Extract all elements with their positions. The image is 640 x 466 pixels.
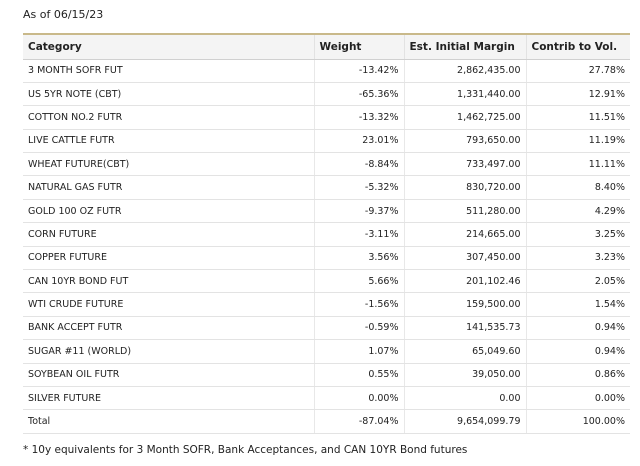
contrib-to-vol-cell: 11.51% [526,105,630,130]
initial-margin-cell: 9,654,099.79 [404,409,527,434]
footnote: * 10y equivalents for 3 Month SOFR, Bank… [23,444,468,456]
table-row: SUGAR #11 (WORLD) 1.07% 65,049.60 0.94% [23,339,630,364]
contrib-to-vol-cell: 4.29% [526,199,630,224]
weight-cell: -13.42% [314,59,405,83]
initial-margin-cell: 830,720.00 [404,175,527,200]
weight-cell: 0.00% [314,386,405,411]
category-cell: Total [23,409,315,434]
header-weight: Weight [314,33,405,60]
table-row: GOLD 100 OZ FUTR -9.37% 511,280.00 4.29% [23,199,630,224]
table-row: NATURAL GAS FUTR -5.32% 830,720.00 8.40% [23,175,630,200]
table-row: WHEAT FUTURE(CBT) -8.84% 733,497.00 11.11% [23,152,630,177]
contrib-to-vol-cell: 27.78% [526,59,630,83]
contrib-to-vol-cell: 11.11% [526,152,630,177]
table-row: COTTON NO.2 FUTR -13.32% 1,462,725.00 11.51… [23,105,630,130]
header-contrib-to-vol: Contrib to Vol. [526,33,630,60]
category-cell: SOYBEAN OIL FUTR [23,363,315,387]
category-cell: COTTON NO.2 FUTR [23,105,315,130]
initial-margin-cell: 141,535.73 [404,316,527,341]
weight-cell: 23.01% [314,129,405,154]
total-row: Total -87.04% 9,654,099.79 100.00% [23,409,630,434]
table-row: CORN FUTURE -3.11% 214,665.00 3.25% [23,222,630,247]
weight-cell: -5.32% [314,175,405,200]
contrib-to-vol-cell: 0.86% [526,363,630,387]
table-header: Category Weight Est. Initial Margin Cont… [23,33,630,60]
category-cell: CORN FUTURE [23,222,315,247]
table-row: WTI CRUDE FUTURE -1.56% 159,500.00 1.54% [23,292,630,317]
weight-cell: -9.37% [314,199,405,224]
category-cell: WHEAT FUTURE(CBT) [23,152,315,177]
contrib-to-vol-cell: 0.94% [526,316,630,341]
category-cell: US 5YR NOTE (CBT) [23,82,315,107]
category-cell: SUGAR #11 (WORLD) [23,339,315,364]
holdings-table: Category Weight Est. Initial Margin Cont… [23,33,630,434]
table-body: 3 MONTH SOFR FUT -13.42% 2,862,435.00 27.78… [23,59,630,434]
header-initial-margin: Est. Initial Margin [404,33,527,60]
initial-margin-cell: 2,862,435.00 [404,59,527,83]
contrib-to-vol-cell: 1.54% [526,292,630,317]
as-of-date: As of 06/15/23 [23,8,104,21]
header-row: Category Weight Est. Initial Margin Cont… [23,33,630,60]
weight-cell: -87.04% [314,409,405,434]
weight-cell: -13.32% [314,105,405,130]
initial-margin-cell: 0.00 [404,386,527,411]
category-cell: NATURAL GAS FUTR [23,175,315,200]
weight-cell: 1.07% [314,339,405,364]
contrib-to-vol-cell: 100.00% [526,409,630,434]
contrib-to-vol-cell: 3.23% [526,246,630,271]
contrib-to-vol-cell: 8.40% [526,175,630,200]
category-cell: CAN 10YR BOND FUT [23,269,315,294]
weight-cell: 5.66% [314,269,405,294]
category-cell: LIVE CATTLE FUTR [23,129,315,154]
initial-margin-cell: 39,050.00 [404,363,527,387]
weight-cell: -8.84% [314,152,405,177]
table-row: SOYBEAN OIL FUTR 0.55% 39,050.00 0.86% [23,363,630,387]
contrib-to-vol-cell: 2.05% [526,269,630,294]
table-row: 3 MONTH SOFR FUT -13.42% 2,862,435.00 27.78… [23,59,630,83]
category-cell: 3 MONTH SOFR FUT [23,59,315,83]
contrib-to-vol-cell: 0.94% [526,339,630,364]
contrib-to-vol-cell: 3.25% [526,222,630,247]
weight-cell: 0.55% [314,363,405,387]
initial-margin-cell: 733,497.00 [404,152,527,177]
contrib-to-vol-cell: 11.19% [526,129,630,154]
initial-margin-cell: 65,049.60 [404,339,527,364]
category-cell: BANK ACCEPT FUTR [23,316,315,341]
contrib-to-vol-cell: 0.00% [526,386,630,411]
table-row: US 5YR NOTE (CBT) -65.36% 1,331,440.00 12.9… [23,82,630,107]
table-row: COPPER FUTURE 3.56% 307,450.00 3.23% [23,246,630,271]
table-row: LIVE CATTLE FUTR 23.01% 793,650.00 11.19% [23,129,630,154]
category-cell: COPPER FUTURE [23,246,315,271]
initial-margin-cell: 1,462,725.00 [404,105,527,130]
initial-margin-cell: 1,331,440.00 [404,82,527,107]
contrib-to-vol-cell: 12.91% [526,82,630,107]
table-row: CAN 10YR BOND FUT 5.66% 201,102.46 2.05% [23,269,630,294]
header-category: Category [23,33,315,60]
weight-cell: -65.36% [314,82,405,107]
initial-margin-cell: 214,665.00 [404,222,527,247]
category-cell: SILVER FUTURE [23,386,315,411]
table-row: BANK ACCEPT FUTR -0.59% 141,535.73 0.94% [23,316,630,341]
weight-cell: -1.56% [314,292,405,317]
weight-cell: -3.11% [314,222,405,247]
category-cell: GOLD 100 OZ FUTR [23,199,315,224]
weight-cell: -0.59% [314,316,405,341]
category-cell: WTI CRUDE FUTURE [23,292,315,317]
weight-cell: 3.56% [314,246,405,271]
table-row: SILVER FUTURE 0.00% 0.00 0.00% [23,386,630,411]
initial-margin-cell: 307,450.00 [404,246,527,271]
initial-margin-cell: 201,102.46 [404,269,527,294]
initial-margin-cell: 159,500.00 [404,292,527,317]
initial-margin-cell: 511,280.00 [404,199,527,224]
initial-margin-cell: 793,650.00 [404,129,527,154]
